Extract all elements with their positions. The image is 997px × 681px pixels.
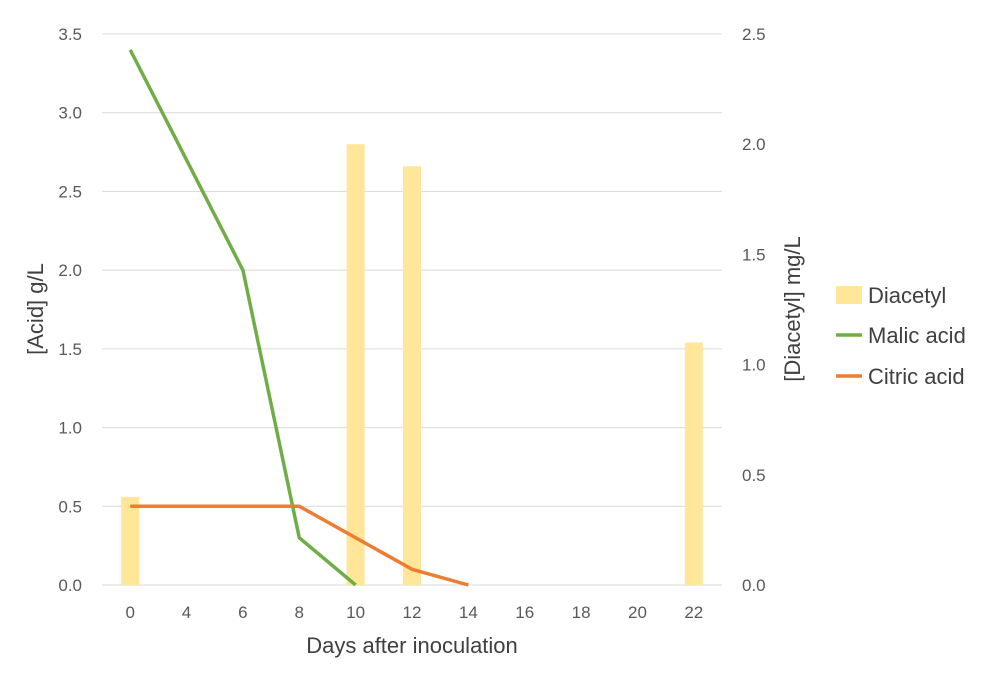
left-y-tick-label: 1.0	[58, 419, 82, 438]
legend-label-malic-acid: Malic acid	[868, 323, 966, 348]
legend-swatch-diacetyl	[836, 286, 862, 304]
diacetyl-bar	[346, 144, 365, 585]
legend: Diacetyl Malic acid Citric acid	[836, 283, 966, 389]
x-tick-label: 12	[403, 603, 422, 622]
right-y-axis-ticks: 0.0 0.5 1.0 1.5 2.0 2.5	[742, 25, 766, 595]
diacetyl-bar	[121, 496, 140, 585]
x-tick-label: 4	[182, 603, 191, 622]
left-y-tick-label: 0.5	[58, 497, 82, 516]
diacetyl-bar	[402, 166, 422, 586]
x-tick-label: 6	[238, 603, 247, 622]
left-y-tick-label: 2.5	[58, 182, 82, 201]
right-y-tick-label: 1.0	[742, 356, 766, 375]
left-y-tick-label: 1.5	[58, 340, 82, 359]
x-tick-label: 8	[295, 603, 304, 622]
left-y-tick-label: 3.0	[58, 104, 82, 123]
x-tick-label: 10	[346, 603, 365, 622]
right-y-tick-label: 0.5	[742, 466, 766, 485]
legend-label-diacetyl: Diacetyl	[868, 283, 946, 308]
x-axis-ticks: 0 4 6 8 10 12 14 16 18 20 22	[125, 603, 703, 622]
left-y-axis-ticks: 0.0 0.5 1.0 1.5 2.0 2.5 3.0 3.5	[58, 25, 82, 595]
left-y-tick-label: 3.5	[58, 25, 82, 44]
malic-acid-line	[128, 48, 357, 587]
acid-lines	[128, 48, 469, 587]
x-tick-label: 0	[125, 603, 134, 622]
legend-label-citric-acid: Citric acid	[868, 364, 965, 389]
diacetyl-bars	[121, 144, 703, 586]
x-tick-label: 14	[459, 603, 478, 622]
left-y-axis-title: [Acid] g/L	[23, 263, 48, 355]
x-tick-label: 20	[628, 603, 647, 622]
x-axis-title: Days after inoculation	[306, 633, 518, 658]
right-y-axis-title: [Diacetyl] mg/L	[780, 236, 805, 382]
right-y-tick-label: 1.5	[742, 245, 766, 264]
x-tick-label: 16	[515, 603, 534, 622]
right-y-tick-label: 0.0	[742, 576, 766, 595]
x-tick-label: 22	[684, 603, 703, 622]
left-y-tick-label: 2.0	[58, 261, 82, 280]
x-tick-label: 18	[572, 603, 591, 622]
right-y-tick-label: 2.5	[742, 25, 766, 44]
right-y-tick-label: 2.0	[742, 135, 766, 154]
left-y-tick-label: 0.0	[58, 576, 82, 595]
diacetyl-bar	[684, 342, 703, 585]
citric-acid-line	[130, 504, 469, 587]
